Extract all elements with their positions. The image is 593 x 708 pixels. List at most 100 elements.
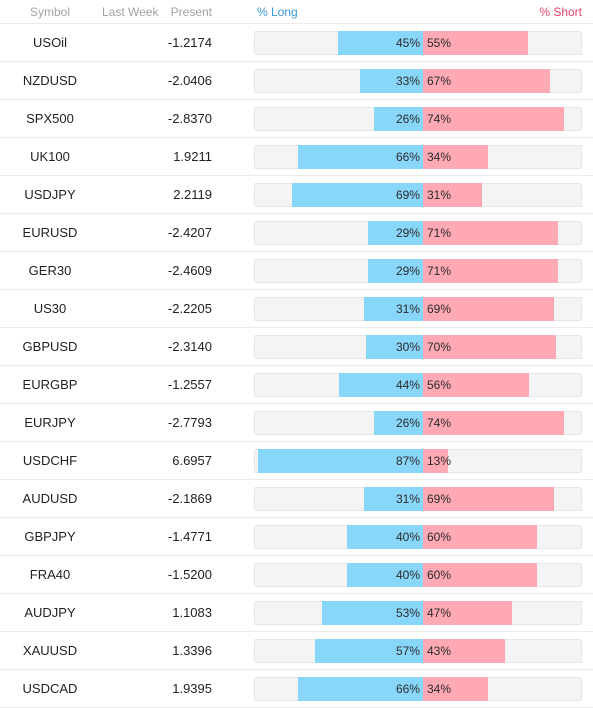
short-bar: 67% <box>423 68 551 93</box>
symbol-cell: USDCHF <box>22 453 78 468</box>
header-symbol[interactable]: Symbol <box>29 4 70 19</box>
table-row[interactable]: US30 -2.2205 31% 69% <box>0 290 593 328</box>
sentiment-bar: 31% 69% <box>254 296 582 321</box>
table-row[interactable]: USOil -1.2174 45% 55% <box>0 24 593 62</box>
present-cell: -1.4771 <box>167 529 212 544</box>
present-cell: 1.9395 <box>172 681 212 696</box>
table-row[interactable]: EURUSD -2.4207 29% 71% <box>0 214 593 252</box>
sentiment-bar: 26% 74% <box>254 410 582 435</box>
symbol-cell: USOil <box>33 35 67 50</box>
sentiment-bar: 29% 71% <box>254 258 582 283</box>
long-bar: 66% <box>297 676 423 701</box>
short-bar: 55% <box>423 30 528 55</box>
symbol-cell: AUDUSD <box>22 491 78 506</box>
long-bar: 40% <box>347 562 423 587</box>
short-bar: 13% <box>423 448 451 473</box>
symbol-cell: XAUUSD <box>22 643 78 658</box>
header-short[interactable]: % Short <box>539 4 582 19</box>
sentiment-bar: 66% 34% <box>254 144 582 169</box>
table-row[interactable]: NZDUSD -2.0406 33% 67% <box>0 62 593 100</box>
sentiment-bar: 69% 31% <box>254 182 582 207</box>
symbol-cell: USDCAD <box>22 681 78 696</box>
long-bar: 69% <box>291 182 423 207</box>
present-cell: -2.7793 <box>167 415 212 430</box>
symbol-cell: GBPJPY <box>24 529 76 544</box>
table-row[interactable]: AUDUSD -2.1869 31% 69% <box>0 480 593 518</box>
sentiment-bar: 44% 56% <box>254 372 582 397</box>
long-bar: 31% <box>364 486 423 511</box>
short-bar: 47% <box>423 600 513 625</box>
sentiment-bar: 33% 67% <box>254 68 582 93</box>
short-bar: 74% <box>423 410 564 435</box>
short-bar: 43% <box>423 638 505 663</box>
long-bar: 57% <box>314 638 423 663</box>
symbol-cell: AUDJPY <box>24 605 76 620</box>
table-row[interactable]: USDCAD 1.9395 66% 34% <box>0 670 593 708</box>
table-row[interactable]: UK100 1.9211 66% 34% <box>0 138 593 176</box>
long-bar: 53% <box>322 600 423 625</box>
header-long[interactable]: % Long <box>257 4 298 19</box>
short-bar: 31% <box>423 182 482 207</box>
present-cell: -2.4609 <box>167 263 212 278</box>
table-row[interactable]: SPX500 -2.8370 26% 74% <box>0 100 593 138</box>
table-row[interactable]: GBPUSD -2.3140 30% 70% <box>0 328 593 366</box>
header-last-week[interactable]: Last Week <box>102 4 159 19</box>
sentiment-bar: 87% 13% <box>254 448 582 473</box>
sentiment-bar: 31% 69% <box>254 486 582 511</box>
symbol-cell: US30 <box>33 301 67 316</box>
short-bar: 60% <box>423 524 537 549</box>
table-row[interactable]: EURJPY -2.7793 26% 74% <box>0 404 593 442</box>
table-body: USOil -1.2174 45% 55% NZDUSD -2.0406 33% 67% SPX… <box>0 24 593 708</box>
symbol-cell: USDJPY <box>24 187 76 202</box>
long-bar: 45% <box>337 30 423 55</box>
long-bar: 87% <box>257 448 423 473</box>
table-row[interactable]: GER30 -2.4609 29% 71% <box>0 252 593 290</box>
long-bar: 33% <box>360 68 423 93</box>
long-bar: 44% <box>339 372 423 397</box>
long-bar: 30% <box>366 334 423 359</box>
present-cell: -2.1869 <box>167 491 212 506</box>
present-cell: -1.2557 <box>167 377 212 392</box>
short-bar: 74% <box>423 106 564 131</box>
sentiment-bar: 45% 55% <box>254 30 582 55</box>
symbol-cell: EURUSD <box>22 225 78 240</box>
present-cell: -2.0406 <box>167 73 212 88</box>
sentiment-bar: 29% 71% <box>254 220 582 245</box>
present-cell: 2.2119 <box>173 187 212 202</box>
header-present[interactable]: Present <box>170 4 212 19</box>
short-bar: 34% <box>423 144 488 169</box>
long-bar: 26% <box>373 410 423 435</box>
present-cell: 1.9211 <box>173 149 212 164</box>
table-row[interactable]: AUDJPY 1.1083 53% 47% <box>0 594 593 632</box>
short-bar: 70% <box>423 334 556 359</box>
present-cell: 1.3396 <box>172 643 212 658</box>
short-bar: 69% <box>423 296 555 321</box>
present-cell: 1.1083 <box>172 605 212 620</box>
table-row[interactable]: GBPJPY -1.4771 40% 60% <box>0 518 593 556</box>
symbol-cell: GER30 <box>28 263 72 278</box>
sentiment-bar: 26% 74% <box>254 106 582 131</box>
long-bar: 66% <box>297 144 423 169</box>
long-bar: 26% <box>373 106 423 131</box>
symbol-cell: EURGBP <box>22 377 78 392</box>
short-bar: 56% <box>423 372 530 397</box>
present-cell: -2.3140 <box>167 339 212 354</box>
table-row[interactable]: USDJPY 2.2119 69% 31% <box>0 176 593 214</box>
sentiment-bar: 53% 47% <box>254 600 582 625</box>
present-cell: 6.6957 <box>172 453 212 468</box>
table-row[interactable]: EURGBP -1.2557 44% 56% <box>0 366 593 404</box>
table-row[interactable]: FRA40 -1.5200 40% 60% <box>0 556 593 594</box>
table-row[interactable]: XAUUSD 1.3396 57% 43% <box>0 632 593 670</box>
short-bar: 34% <box>423 676 488 701</box>
long-bar: 29% <box>367 220 423 245</box>
long-bar: 40% <box>347 524 423 549</box>
short-bar: 71% <box>423 220 558 245</box>
present-cell: -2.8370 <box>167 111 212 126</box>
symbol-cell: SPX500 <box>26 111 74 126</box>
table-row[interactable]: USDCHF 6.6957 87% 13% <box>0 442 593 480</box>
sentiment-bar: 30% 70% <box>254 334 582 359</box>
symbol-cell: UK100 <box>30 149 70 164</box>
present-cell: -2.2205 <box>167 301 212 316</box>
sentiment-bar: 40% 60% <box>254 562 582 587</box>
